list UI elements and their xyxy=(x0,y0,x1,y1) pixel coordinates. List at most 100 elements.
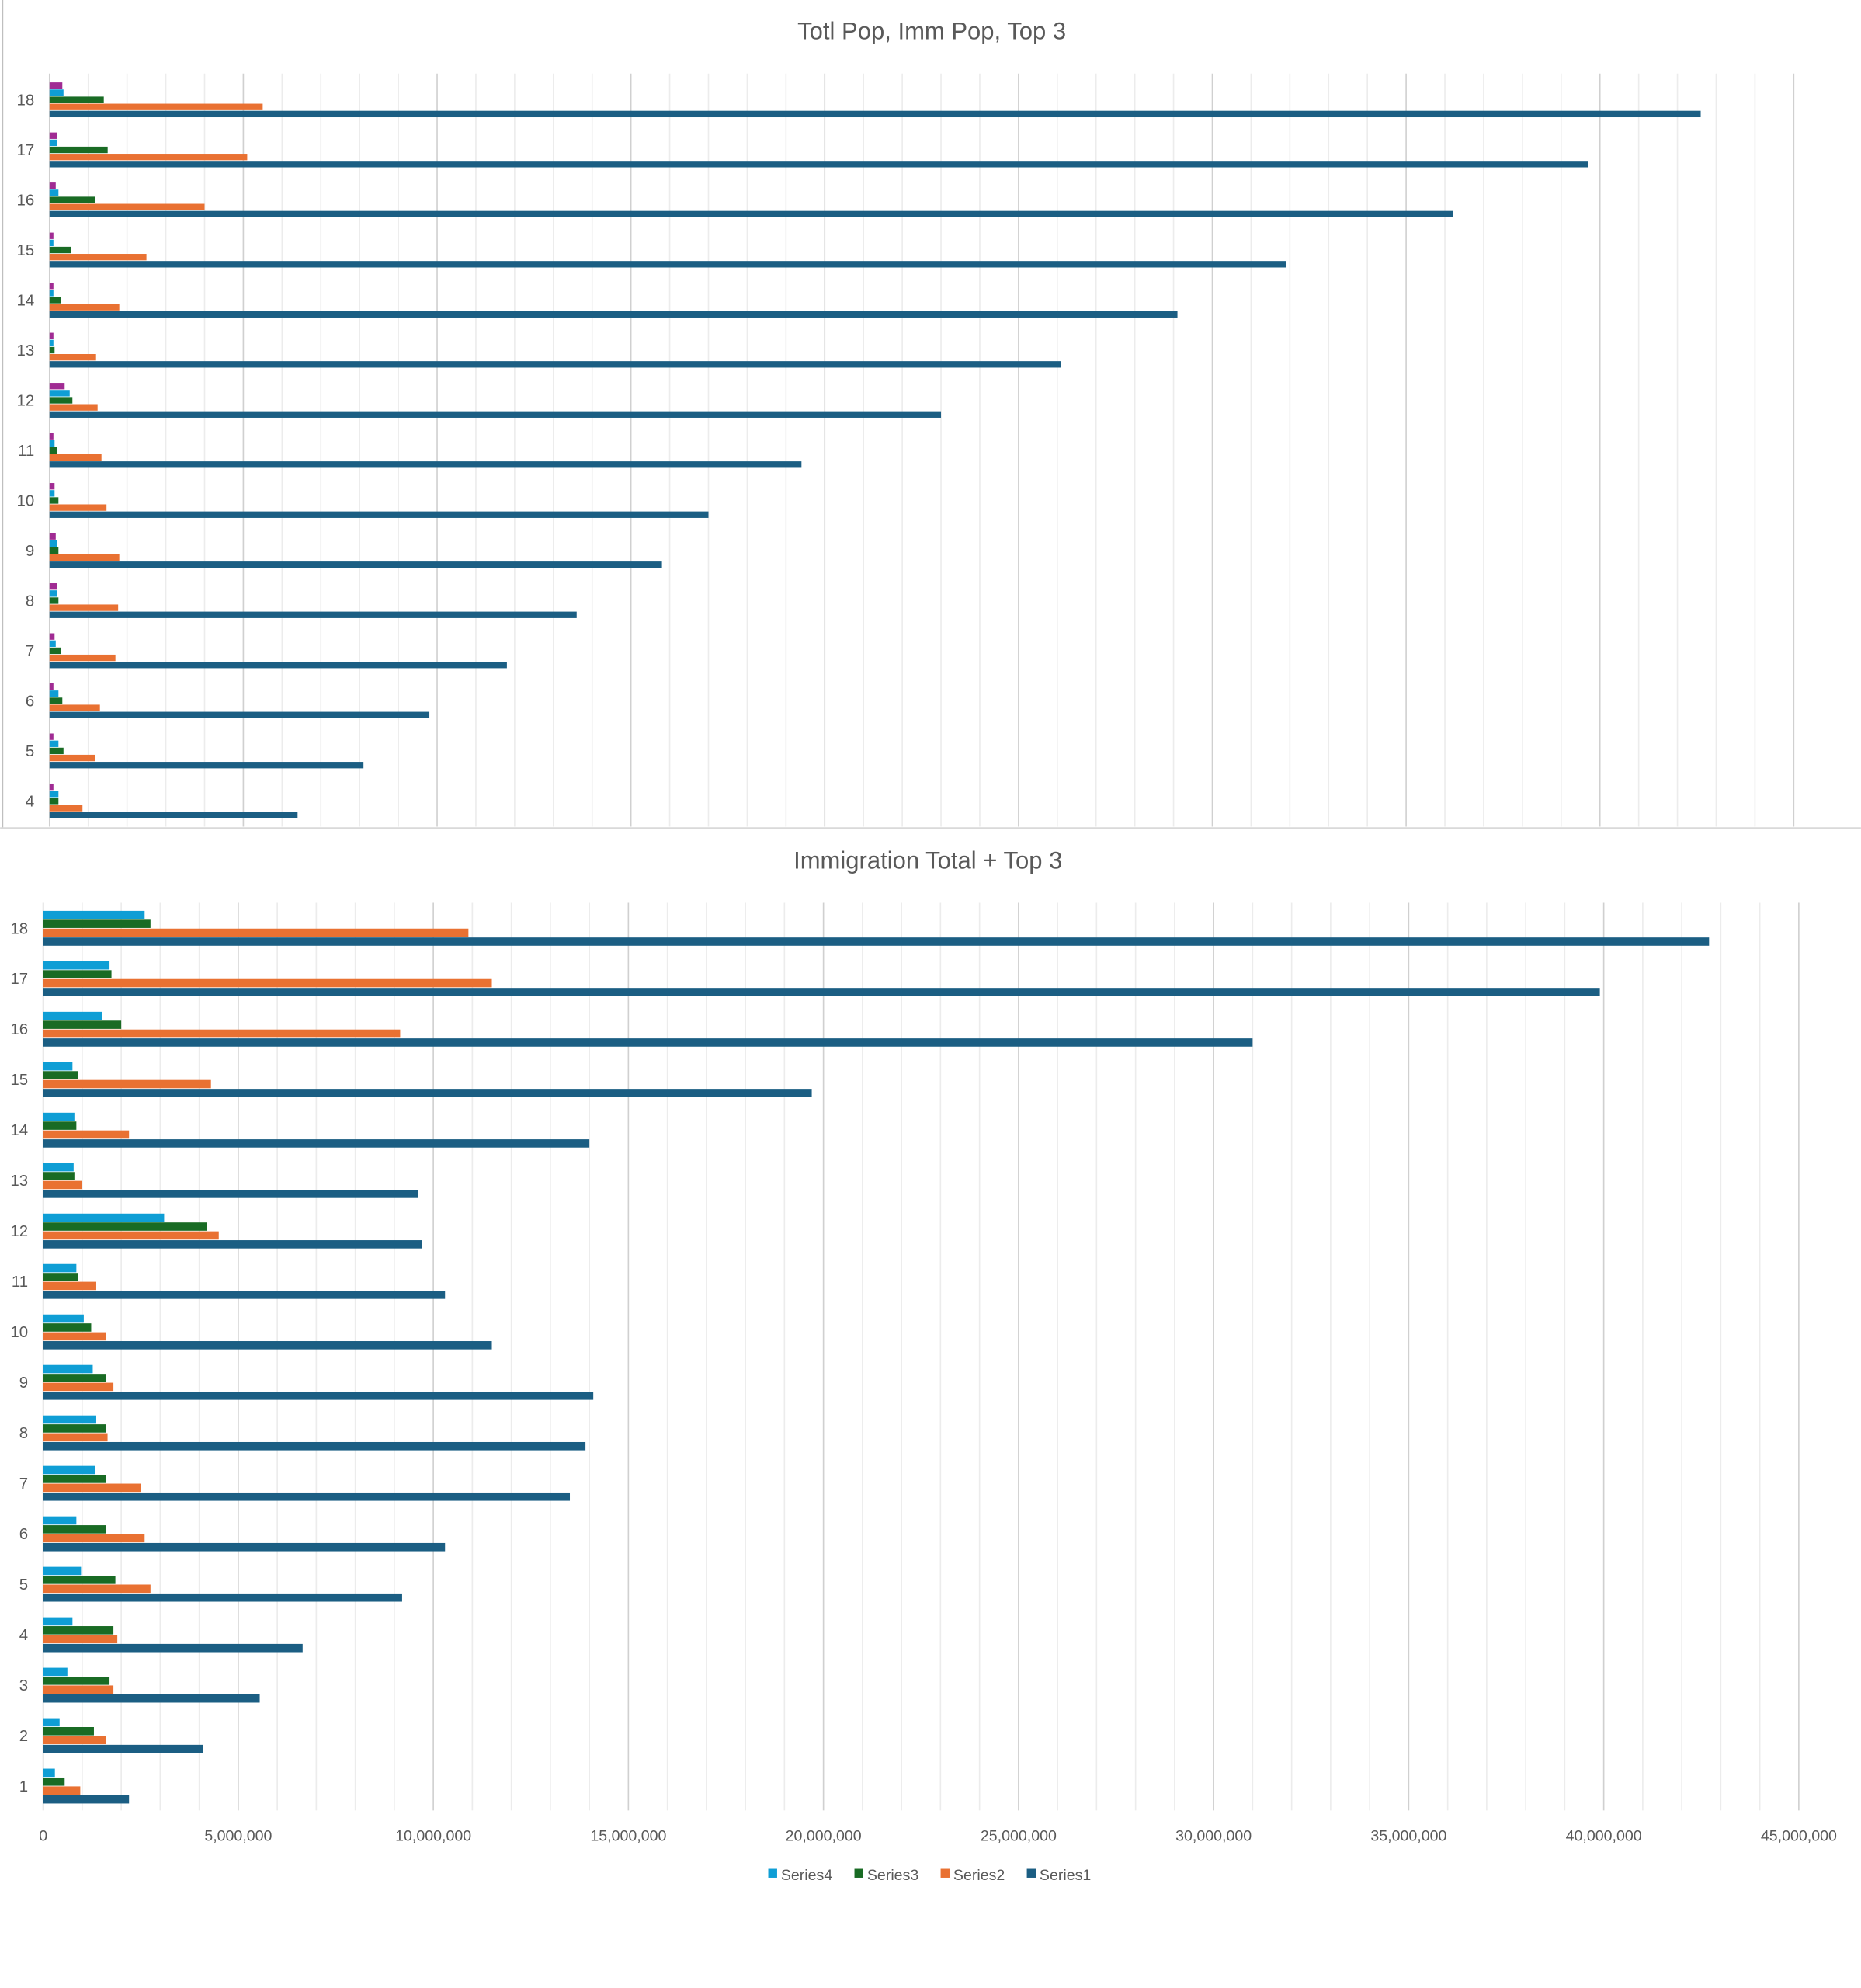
bar-series2-cat-7 xyxy=(49,654,116,662)
category-label: 16 xyxy=(10,1021,28,1038)
x-tick-label: 20,000,000 xyxy=(786,1828,862,1845)
bar-series1-cat-16 xyxy=(49,210,1453,217)
bar-series5-cat-11 xyxy=(49,433,54,440)
bar-series2-cat-16 xyxy=(49,203,205,210)
bar-series1-cat-1 xyxy=(43,1795,130,1804)
bar-series2-cat-5 xyxy=(43,1584,151,1594)
category-label: 11 xyxy=(12,1274,28,1291)
category-label: 10 xyxy=(17,492,35,509)
x-tick-label: 5,000,000 xyxy=(204,1828,272,1845)
bar-series1-cat-14 xyxy=(43,1139,590,1148)
legend-item-series4: Series4 xyxy=(768,1867,832,1884)
bar-series2-cat-8 xyxy=(43,1433,108,1442)
legend-item-series2: Series2 xyxy=(940,1867,1005,1884)
bar-series2-cat-15 xyxy=(49,254,147,261)
bar-series4-cat-16 xyxy=(43,1011,102,1020)
bar-series2-cat-5 xyxy=(49,754,95,762)
bar-series3-cat-12 xyxy=(43,1222,207,1231)
bar-series3-cat-17 xyxy=(49,146,108,154)
x-tick-label: 40,000,000 xyxy=(1566,1828,1642,1845)
x-tick-label: 0 xyxy=(39,1828,47,1845)
category-label: 18 xyxy=(10,920,28,937)
bar-series4-cat-4 xyxy=(43,1617,73,1626)
bar-series2-cat-11 xyxy=(43,1281,96,1291)
bar-series4-cat-7 xyxy=(43,1465,95,1475)
x-tick-label: 15,000,000 xyxy=(590,1828,666,1845)
bar-series5-cat-7 xyxy=(49,633,55,640)
category-label: 9 xyxy=(19,1375,28,1392)
bar-series5-cat-16 xyxy=(49,182,56,189)
bar-series1-cat-5 xyxy=(49,762,364,769)
bar-series1-cat-8 xyxy=(43,1441,586,1451)
bar-series2-cat-9 xyxy=(43,1382,114,1392)
bar-series3-cat-18 xyxy=(43,919,151,928)
bar-series1-cat-15 xyxy=(43,1089,812,1097)
bar-series1-cat-6 xyxy=(43,1542,446,1552)
category-label: 15 xyxy=(10,1072,28,1089)
category-label: 12 xyxy=(17,392,35,409)
x-tick-label: 45,000,000 xyxy=(1761,1828,1837,1845)
category-label: 15 xyxy=(17,242,35,259)
bar-series2-cat-12 xyxy=(43,1231,219,1240)
category-label: 4 xyxy=(19,1627,28,1644)
bar-series4-cat-16 xyxy=(49,189,59,196)
bar-series1-cat-4 xyxy=(43,1643,303,1653)
bar-series4-cat-14 xyxy=(49,290,54,297)
bar-series3-cat-15 xyxy=(43,1071,78,1079)
bar-series4-cat-17 xyxy=(49,139,57,147)
bar-series3-cat-8 xyxy=(49,597,59,604)
bar-series2-cat-10 xyxy=(43,1332,106,1341)
bar-series3-cat-7 xyxy=(43,1475,106,1483)
category-label: 6 xyxy=(19,1526,28,1543)
bar-series5-cat-18 xyxy=(49,82,63,89)
bar-series4-cat-10 xyxy=(43,1314,84,1323)
category-label: 12 xyxy=(10,1223,28,1240)
bar-series3-cat-7 xyxy=(49,647,61,655)
bar-series2-cat-18 xyxy=(43,928,469,937)
category-label: 5 xyxy=(26,743,34,760)
bar-series2-cat-18 xyxy=(49,103,263,110)
bar-series5-cat-6 xyxy=(49,683,54,690)
bar-series2-cat-6 xyxy=(43,1534,145,1543)
category-label: 14 xyxy=(17,292,35,309)
bar-series2-cat-17 xyxy=(49,154,248,161)
bar-series3-cat-10 xyxy=(43,1323,92,1332)
bar-series1-cat-6 xyxy=(49,711,430,718)
category-label: 13 xyxy=(17,342,35,360)
legend-swatch xyxy=(1026,1868,1036,1878)
bar-series1-cat-10 xyxy=(49,511,709,518)
category-label: 7 xyxy=(19,1475,28,1493)
bar-series3-cat-12 xyxy=(49,397,73,404)
bar-series2-cat-1 xyxy=(43,1786,81,1795)
bar-series5-cat-17 xyxy=(49,132,57,139)
bar-series5-cat-9 xyxy=(49,533,56,540)
category-label: 13 xyxy=(10,1173,28,1190)
bar-series4-cat-6 xyxy=(43,1516,77,1525)
bar-series4-cat-11 xyxy=(43,1263,77,1273)
bar-series3-cat-14 xyxy=(49,297,61,304)
bar-series5-cat-14 xyxy=(49,283,54,290)
bar-series1-cat-10 xyxy=(43,1341,492,1350)
bar-series5-cat-12 xyxy=(49,383,65,390)
category-label: 14 xyxy=(10,1122,28,1139)
bar-series3-cat-4 xyxy=(43,1626,114,1635)
category-label: 8 xyxy=(19,1425,28,1442)
bar-series5-cat-8 xyxy=(49,583,57,590)
legend-label: Series2 xyxy=(953,1867,1005,1884)
top-chart: Totl Pop, Imm Pop, Top 3 4 5 6 7 8 9 10 11 12 13 1… xyxy=(0,0,1861,829)
bar-series4-cat-12 xyxy=(49,390,70,397)
category-label: 16 xyxy=(17,192,35,209)
bar-series5-cat-15 xyxy=(49,232,54,239)
bar-series2-cat-11 xyxy=(49,454,102,461)
legend-swatch xyxy=(768,1868,777,1878)
bar-series4-cat-4 xyxy=(49,791,59,798)
bar-series3-cat-3 xyxy=(43,1677,110,1685)
bar-series4-cat-15 xyxy=(49,239,54,247)
bar-series4-cat-5 xyxy=(49,740,59,747)
bar-series4-cat-10 xyxy=(49,490,55,497)
bar-series2-cat-9 xyxy=(49,554,120,561)
bar-series3-cat-16 xyxy=(49,196,95,203)
bar-series1-cat-16 xyxy=(43,1038,1253,1047)
bar-series2-cat-3 xyxy=(43,1685,114,1694)
